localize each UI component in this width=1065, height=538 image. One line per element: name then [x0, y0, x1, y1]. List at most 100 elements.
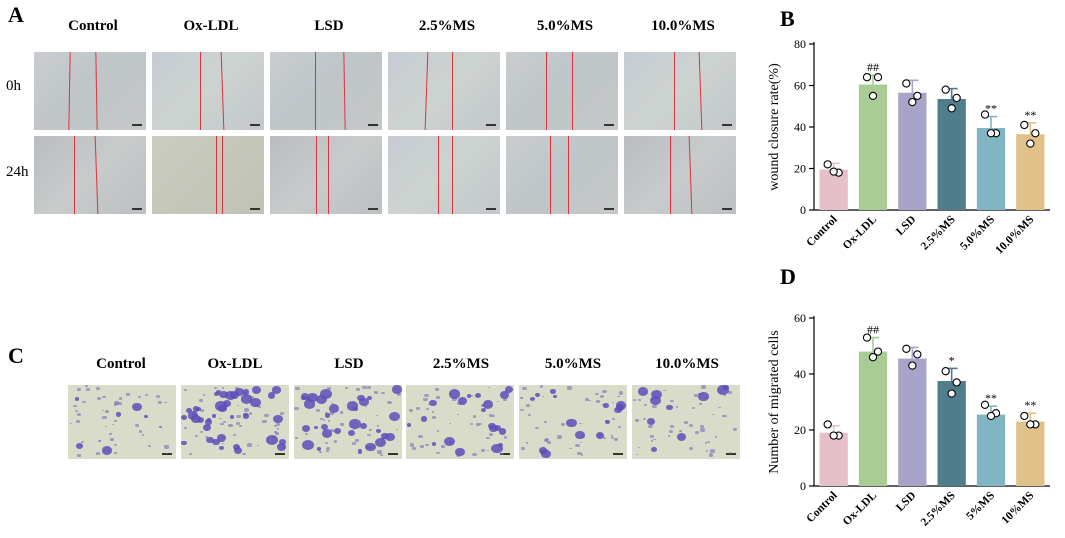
migrated-cell-stain [475, 392, 482, 398]
cell-speck [70, 422, 73, 425]
bar [858, 84, 888, 210]
data-point [873, 347, 883, 356]
cell-speck [634, 418, 639, 422]
data-point [980, 110, 990, 119]
migrated-cell-stain [303, 399, 315, 409]
cell-speck [354, 438, 359, 442]
panel-letter-c: C [8, 343, 24, 368]
cell-speck [412, 446, 417, 450]
y-tick-label: 20 [794, 423, 806, 437]
panel-letter-a: A [8, 2, 24, 27]
migrated-cell-stain [212, 438, 220, 446]
cell-speck [76, 413, 81, 416]
migrated-cell-stain [218, 445, 224, 451]
cell-speck [274, 431, 277, 433]
cell-speck [601, 404, 605, 407]
significance-label: ** [985, 391, 997, 405]
x-tick-label: 10%MS [1000, 490, 1037, 527]
cell-speck [158, 401, 163, 404]
bar [898, 92, 927, 210]
migrated-cell-stain [466, 394, 472, 398]
migrated-cell-stain [325, 413, 331, 418]
migrated-cell-stain [202, 423, 212, 431]
wound-image-0h-lsd [270, 52, 382, 130]
cell-speck [257, 406, 261, 409]
migrated-cell-stain [181, 414, 188, 421]
cell-speck [164, 445, 170, 449]
cell-speck [232, 434, 236, 437]
bar [858, 351, 888, 486]
cell-speck [588, 399, 591, 402]
cell-speck [397, 393, 402, 397]
wound-image-24h-25ms [388, 136, 500, 214]
migrated-cell-stain [529, 397, 535, 401]
cell-speck [109, 438, 114, 441]
bar [976, 414, 1006, 486]
migrated-cell-stain [347, 401, 359, 411]
y-tick-label: 60 [794, 311, 806, 325]
migrated-cell-stain [389, 411, 401, 421]
data-point [862, 333, 872, 342]
cell-speck [101, 410, 104, 412]
migrated-cell-stain [302, 439, 315, 450]
cell-speck [708, 453, 714, 457]
wound-image-24h-lsd [270, 136, 382, 214]
data-point [980, 400, 990, 409]
cell-speck [339, 411, 344, 414]
cell-speck [188, 453, 193, 456]
cell-speck [377, 450, 382, 454]
cell-speck [699, 403, 703, 405]
cell-speck [113, 443, 118, 447]
migrated-cell-stain [384, 432, 395, 442]
cell-speck [164, 401, 167, 404]
cell-speck [525, 442, 528, 445]
cell-speck [155, 395, 161, 399]
cell-speck [712, 413, 715, 416]
wound-image-0h-100ms [624, 52, 736, 130]
data-point [1020, 411, 1029, 421]
cell-speck [610, 437, 614, 440]
cell-speck [202, 394, 206, 396]
migrated-cell-stain [272, 386, 281, 394]
migrated-cell-stain [216, 433, 227, 442]
migrated-cell-stain [321, 428, 333, 438]
cell-speck [369, 429, 372, 432]
significance-label: ## [867, 60, 879, 74]
cell-speck [456, 413, 460, 416]
cell-speck [235, 414, 241, 418]
panel-a-col-label: Control [68, 18, 118, 34]
cell-speck [81, 440, 85, 443]
cell-speck [691, 407, 695, 410]
panel-c-col-label: Ox-LDL [207, 356, 263, 372]
cell-speck [470, 423, 474, 426]
cell-speck [527, 414, 531, 417]
data-point [868, 353, 878, 362]
cell-speck [579, 422, 582, 425]
migrated-cell-stain [315, 394, 327, 404]
cell-speck [648, 424, 654, 429]
migrated-cell-stain [367, 395, 373, 400]
cell-speck [449, 422, 452, 425]
migrated-cell-stain [222, 399, 231, 407]
cell-speck [435, 388, 439, 391]
significance-label: ** [1024, 398, 1036, 412]
migrated-cell-stain [676, 433, 687, 442]
cell-speck [198, 399, 203, 402]
cell-speck [722, 415, 725, 417]
migrated-cell-stain [242, 389, 250, 395]
x-tick-label: Control [804, 214, 839, 249]
cell-speck [675, 405, 679, 408]
cell-speck [426, 408, 430, 411]
cell-speck [97, 396, 102, 400]
cell-speck [324, 441, 329, 445]
cell-speck [709, 449, 715, 453]
cell-speck [322, 419, 326, 421]
migrated-cell-stain [349, 419, 361, 429]
migrated-cell-stain [651, 389, 662, 399]
cell-speck [95, 451, 100, 455]
cell-speck [487, 449, 490, 452]
migrated-cell-stain [650, 396, 661, 406]
migrated-cell-stain [499, 390, 510, 399]
wound-image-0h-oxldl [152, 52, 264, 130]
cell-speck [543, 439, 548, 442]
